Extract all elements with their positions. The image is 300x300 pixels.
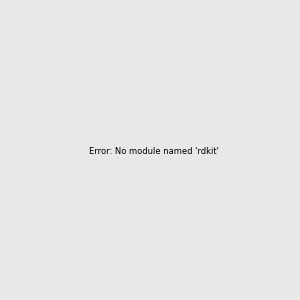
- Text: Error: No module named 'rdkit': Error: No module named 'rdkit': [89, 147, 219, 156]
